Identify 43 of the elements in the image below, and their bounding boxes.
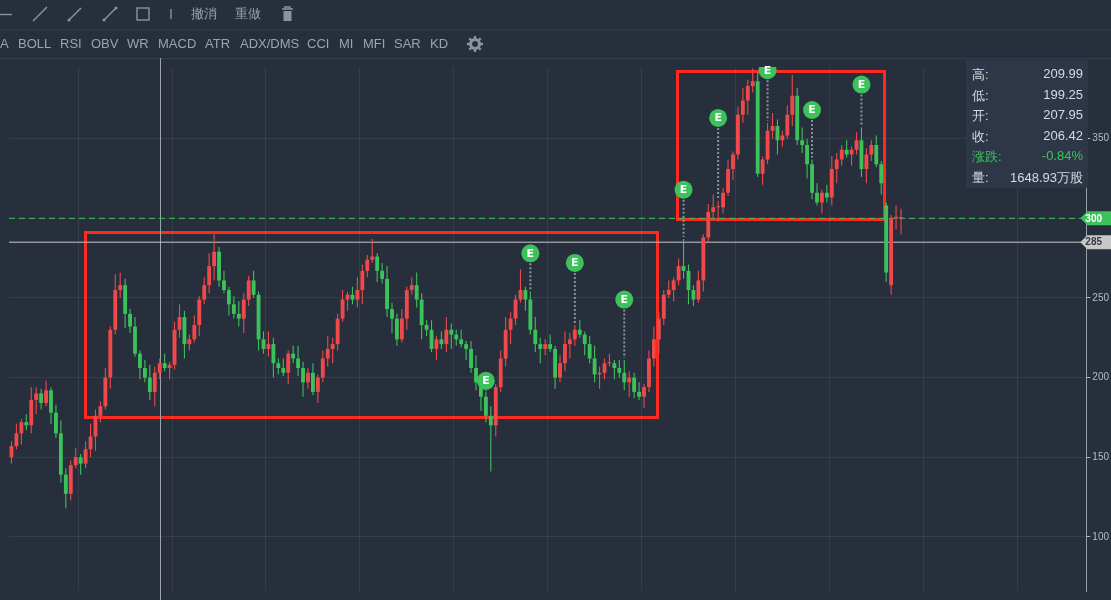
annotation: 207.95 bbox=[1043, 107, 1083, 122]
text: CCI bbox=[307, 36, 330, 52]
text: KD bbox=[430, 36, 449, 52]
annotation: 开: bbox=[972, 107, 989, 125]
text: MI bbox=[339, 36, 354, 52]
annotation: 1648.93万股 bbox=[1010, 168, 1083, 187]
annotation: 206.42 bbox=[1043, 127, 1083, 143]
text: ADX/DMS bbox=[240, 36, 300, 52]
text: 撤消 bbox=[191, 6, 217, 22]
data-label: E bbox=[679, 183, 688, 196]
text: SAR bbox=[394, 36, 421, 52]
text: ATR bbox=[205, 36, 231, 52]
annotation: 高: bbox=[972, 66, 989, 84]
data-label: E bbox=[482, 374, 490, 388]
ref-line-label: 285 bbox=[1085, 236, 1103, 248]
annotation: -0.84% bbox=[1041, 148, 1083, 163]
data-label: E bbox=[620, 292, 629, 306]
y-tick-label: 250 bbox=[1092, 291, 1110, 303]
text: MFI bbox=[363, 36, 386, 52]
data-label: E bbox=[526, 246, 535, 260]
text: RSI bbox=[60, 36, 82, 52]
data-label: E bbox=[714, 111, 722, 125]
annotation: 199.25 bbox=[1043, 86, 1083, 102]
text: OBV bbox=[91, 36, 119, 52]
text: BOLL bbox=[18, 36, 52, 52]
data-label: E bbox=[857, 77, 866, 91]
data-label: E bbox=[763, 63, 772, 77]
y-tick-label: 150 bbox=[1092, 450, 1110, 462]
annotation: 低: bbox=[972, 86, 989, 105]
annotation: 209.99 bbox=[1043, 66, 1083, 81]
text: WR bbox=[127, 36, 149, 52]
text: 重做 bbox=[235, 6, 261, 22]
y-tick-label: 100 bbox=[1092, 530, 1110, 542]
data-label: E bbox=[808, 103, 816, 117]
data-label: E bbox=[571, 256, 579, 270]
annotation: 涨跌: bbox=[972, 148, 1002, 166]
text: MACD bbox=[158, 36, 197, 52]
annotation: 量: bbox=[972, 168, 989, 187]
annotation: 收: bbox=[972, 127, 989, 146]
y-tick-label: 350 bbox=[1092, 132, 1110, 144]
text: A bbox=[0, 36, 9, 52]
ref-line-label: 300 bbox=[1085, 212, 1103, 224]
y-tick-label: 200 bbox=[1092, 371, 1110, 383]
